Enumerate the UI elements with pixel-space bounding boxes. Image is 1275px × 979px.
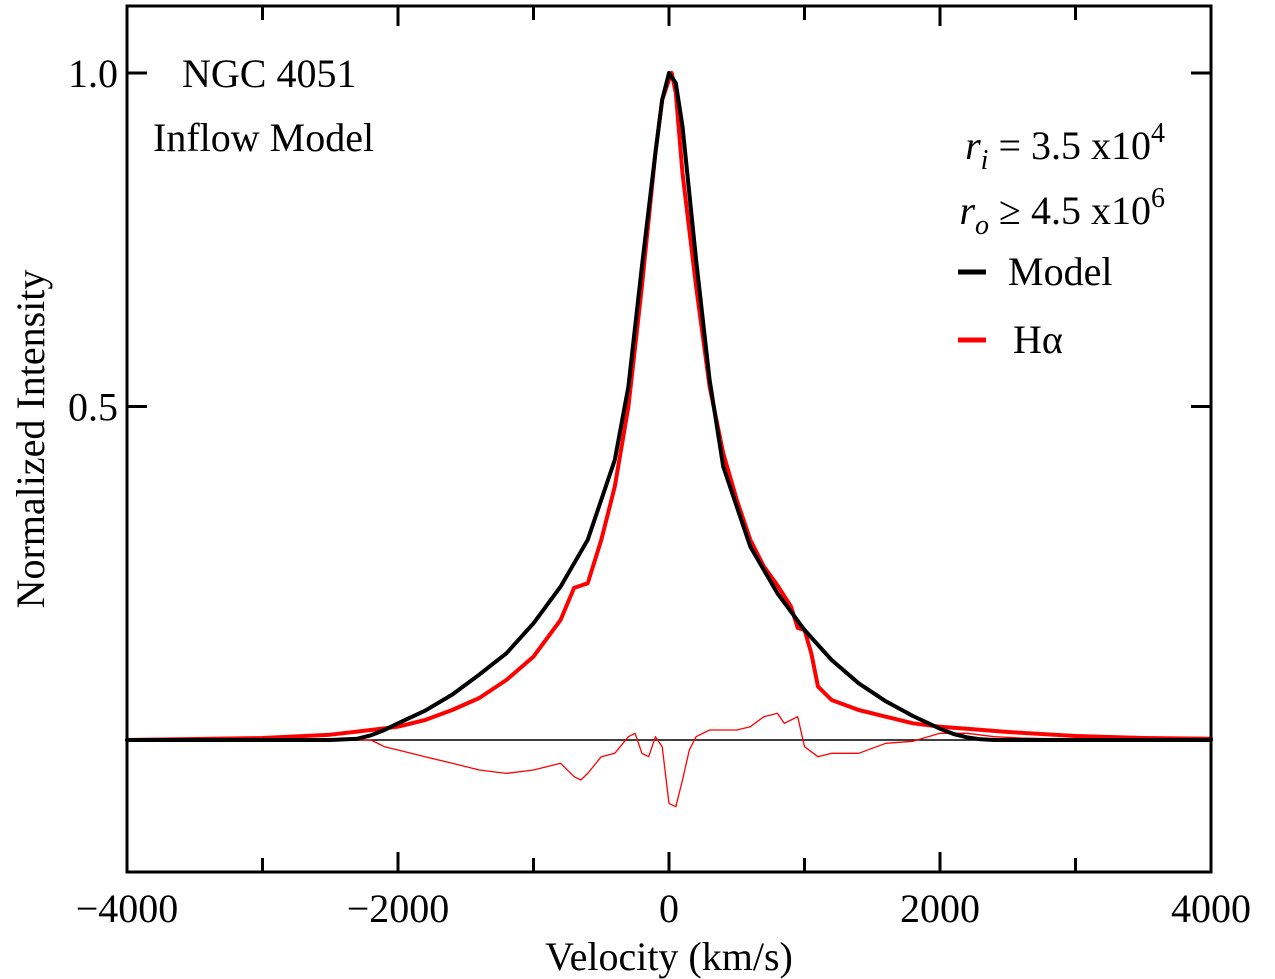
legend-label-halpha: Hα: [1013, 317, 1063, 362]
y-tick-label: 0.5: [68, 385, 118, 430]
legend: Model Hα: [958, 249, 1112, 362]
y-tick-label: 1.0: [68, 51, 118, 96]
x-tick-label: −4000: [76, 886, 179, 931]
x-tick-label: 2000: [900, 886, 980, 931]
outer-radius-annotation: ro ≥ 4.5 x106: [959, 183, 1165, 241]
outer-radius-value: ≥ 4.5 x10: [989, 188, 1151, 233]
x-axis-label: Velocity (km/s): [545, 934, 793, 979]
plot-area: [125, 71, 1213, 808]
legend-label-model: Model: [1008, 249, 1112, 294]
series-line-halpha: [125, 71, 1213, 742]
plot-frame: [125, 4, 1213, 874]
object-name-annotation: NGC 4051: [182, 51, 356, 96]
tick-labels: −4000 −2000 0 2000 4000 0.5 1.0: [68, 51, 1251, 931]
x-tick-label: 0: [659, 886, 679, 931]
outer-radius-subscript: o: [975, 210, 989, 241]
y-axis-label: Normalized Intensity: [8, 270, 53, 609]
x-tick-label: 4000: [1171, 886, 1251, 931]
series-line-model: [125, 71, 1213, 742]
x-tick-label: −2000: [347, 886, 450, 931]
outer-radius-exponent: 6: [1151, 183, 1165, 214]
inner-radius-value: = 3.5 x10: [988, 123, 1151, 168]
inner-radius-subscript: i: [981, 145, 989, 176]
inner-radius-symbol: r: [965, 123, 981, 168]
series-line-residual: [126, 712, 1212, 808]
model-name-annotation: Inflow Model: [153, 115, 374, 160]
inner-radius-exponent: 4: [1151, 118, 1165, 149]
outer-radius-symbol: r: [959, 188, 975, 233]
inner-radius-annotation: ri = 3.5 x104: [965, 118, 1165, 176]
